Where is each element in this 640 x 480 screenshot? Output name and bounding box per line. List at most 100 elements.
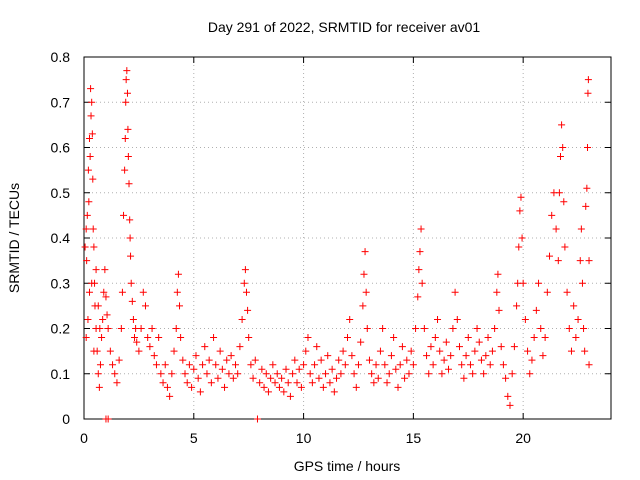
data-point <box>83 211 91 219</box>
data-point <box>87 85 95 93</box>
data-point <box>88 98 96 106</box>
data-point <box>423 352 431 360</box>
data-point <box>308 379 316 387</box>
data-point <box>429 361 437 369</box>
data-point <box>548 211 556 219</box>
data-point <box>126 234 134 242</box>
data-point <box>247 361 255 369</box>
data-point <box>227 352 235 360</box>
data-point <box>89 175 97 183</box>
data-point <box>337 370 345 378</box>
data-point <box>532 306 540 314</box>
data-point <box>354 361 362 369</box>
data-point <box>221 383 229 391</box>
data-point <box>122 98 130 106</box>
data-point <box>317 356 325 364</box>
data-point <box>387 352 395 360</box>
data-point <box>488 347 496 355</box>
data-point <box>434 315 442 323</box>
y-axis-label: SRMTID / TECUs <box>6 183 22 293</box>
data-point <box>582 202 590 210</box>
data-point <box>530 334 538 342</box>
data-point <box>115 356 123 364</box>
data-point <box>275 383 283 391</box>
data-point <box>102 293 110 301</box>
data-point <box>125 180 133 188</box>
data-point <box>85 134 93 142</box>
data-point <box>412 325 420 332</box>
y-tick-label: 0.6 <box>51 140 71 156</box>
data-point <box>192 352 200 360</box>
data-point <box>374 374 382 382</box>
data-point <box>350 370 358 378</box>
data-point <box>565 325 573 332</box>
y-tick-label: 0 <box>62 411 70 427</box>
data-point <box>124 125 132 133</box>
data-point <box>118 288 126 296</box>
x-axis-label: GPS time / hours <box>294 458 401 474</box>
data-point <box>516 207 524 215</box>
data-point <box>123 67 131 75</box>
data-point <box>88 279 96 287</box>
data-point <box>559 144 567 151</box>
data-point <box>554 257 562 265</box>
data-point <box>473 325 481 332</box>
data-point <box>363 325 371 332</box>
data-point <box>81 243 89 251</box>
data-point <box>383 379 391 387</box>
data-point <box>123 89 131 97</box>
data-point <box>497 343 505 351</box>
data-point <box>262 370 270 378</box>
data-point <box>442 338 450 346</box>
data-point <box>87 112 95 120</box>
data-point <box>181 370 189 378</box>
data-point <box>234 370 242 378</box>
data-point <box>484 334 492 342</box>
data-point <box>135 347 143 355</box>
data-point <box>333 374 341 382</box>
data-point <box>521 315 529 323</box>
y-tick-label: 0.5 <box>51 185 71 201</box>
data-point <box>385 370 393 378</box>
data-point <box>185 361 193 369</box>
data-point <box>493 288 501 296</box>
data-point <box>286 392 294 400</box>
data-point <box>460 374 468 382</box>
data-point <box>583 184 591 192</box>
data-point <box>556 153 564 161</box>
data-point <box>244 306 252 314</box>
data-point <box>84 315 92 323</box>
data-point <box>585 257 593 265</box>
data-point <box>574 315 582 323</box>
data-point <box>368 370 376 378</box>
data-point <box>409 361 417 369</box>
data-point <box>362 288 370 296</box>
data-point <box>98 334 106 342</box>
data-point <box>417 225 425 233</box>
data-point <box>106 347 114 355</box>
data-point <box>578 279 586 287</box>
data-point <box>210 334 218 342</box>
data-point <box>416 248 424 256</box>
data-point <box>577 225 585 233</box>
data-point <box>455 343 463 351</box>
data-point <box>302 347 310 355</box>
data-point <box>194 374 202 382</box>
data-points <box>81 67 593 423</box>
data-point <box>313 343 321 351</box>
data-point <box>414 293 422 301</box>
data-point <box>168 370 176 378</box>
data-point <box>92 266 100 274</box>
data-point <box>415 266 423 274</box>
data-point <box>253 415 261 423</box>
data-point <box>352 383 360 391</box>
data-point <box>163 383 171 391</box>
data-point <box>83 257 91 265</box>
y-tick-label: 0.2 <box>51 321 71 337</box>
data-point <box>438 370 446 378</box>
data-point <box>109 361 117 369</box>
data-point <box>139 288 147 296</box>
data-point <box>117 325 125 332</box>
y-tick-label: 0.4 <box>51 230 71 246</box>
data-point <box>447 352 455 360</box>
